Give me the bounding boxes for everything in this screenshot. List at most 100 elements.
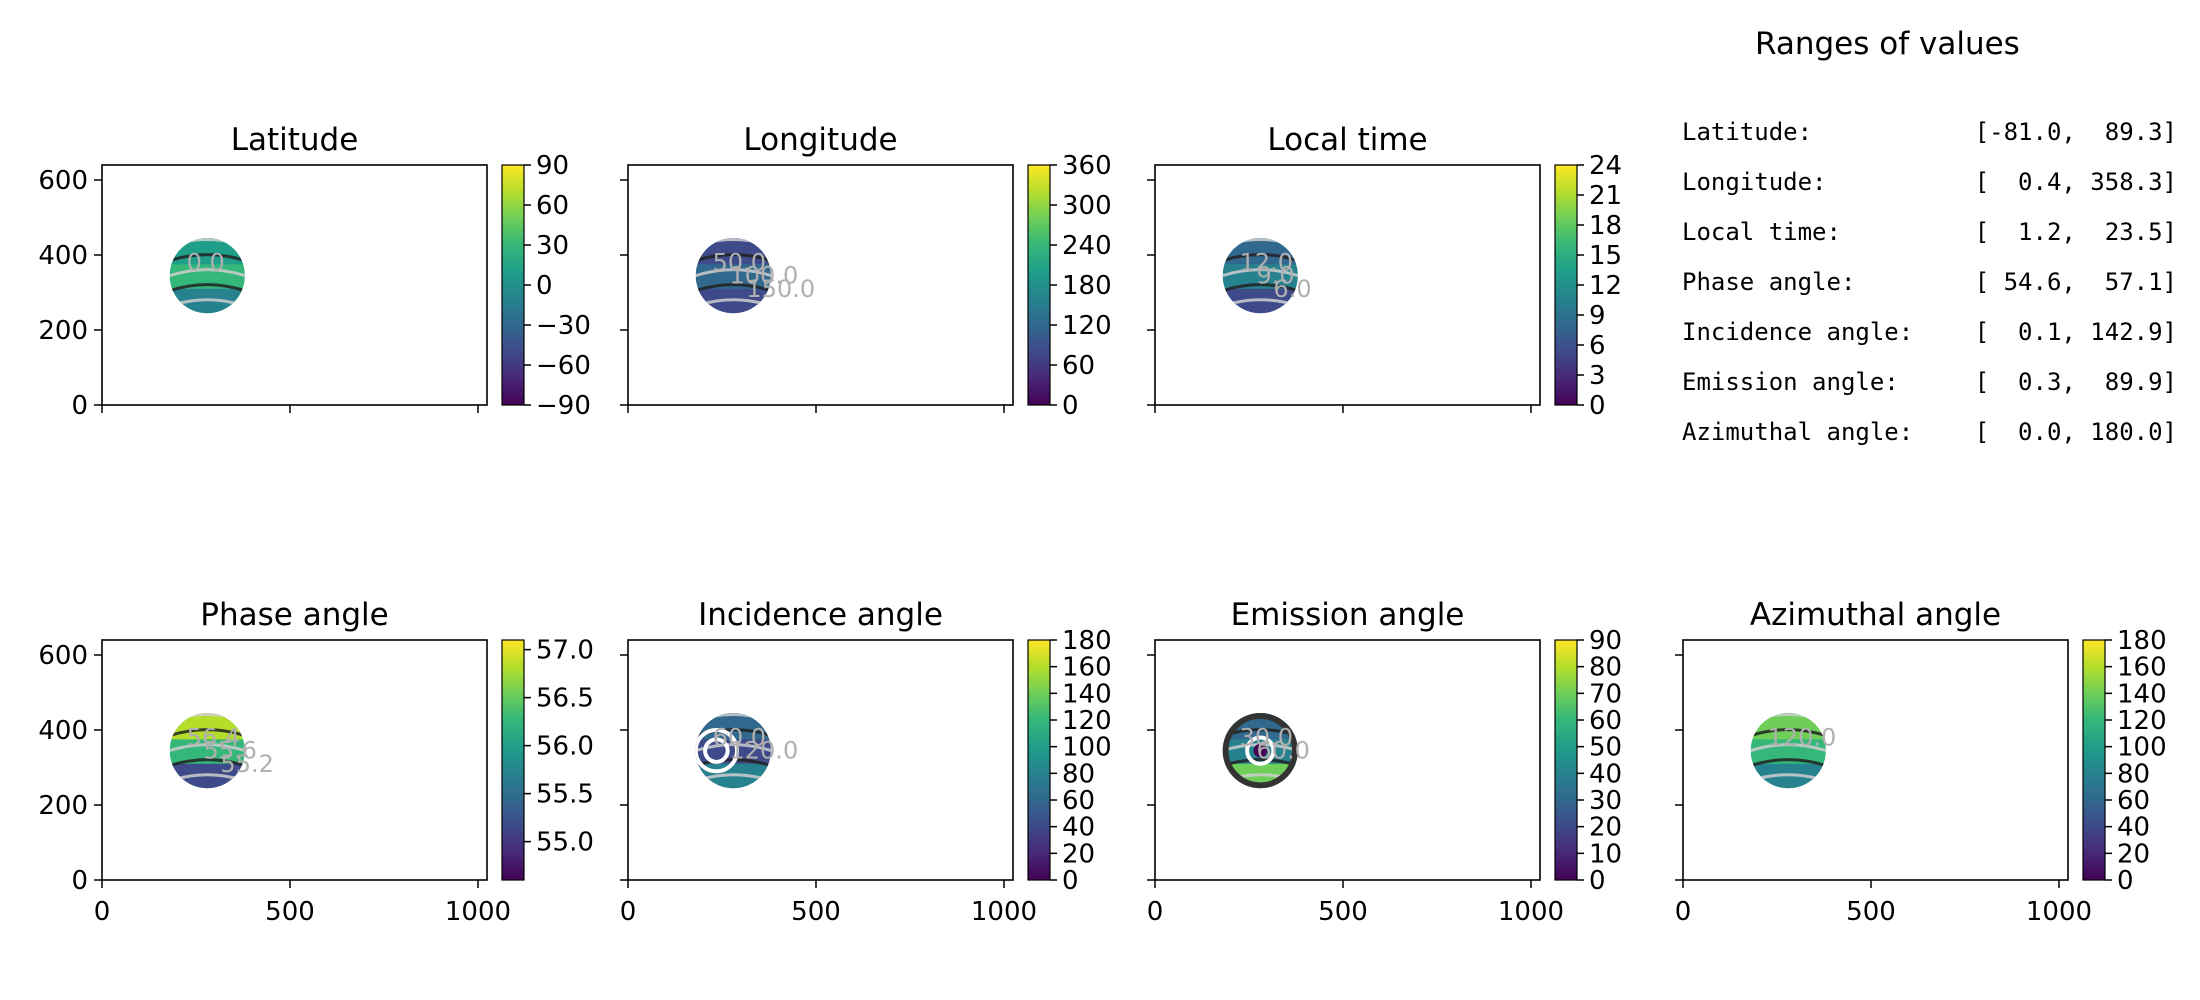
colorbar-tick-label: 180	[1062, 626, 1112, 656]
x-tick-label: 0	[620, 897, 637, 927]
x-tick-label: 500	[1318, 897, 1368, 927]
range-label: Local time:	[1682, 218, 1841, 246]
contour-label: 60.0	[1257, 737, 1310, 765]
colorbar-tick-label: 60	[1589, 706, 1622, 736]
axes-frame	[101, 639, 488, 881]
colorbar-tick-label: 3	[1589, 361, 1606, 391]
range-value: [ 54.6, 57.1]	[1974, 268, 2177, 296]
colorbar-tick-label: 100	[2117, 733, 2167, 763]
contour-label: 55.2	[220, 750, 273, 778]
colorbar-tick-label: 240	[1062, 231, 1112, 261]
colorbar-tick-label: 100	[1062, 733, 1112, 763]
range-value: [-81.0, 89.3]	[1974, 118, 2177, 146]
colorbar-tick-label: 10	[1589, 839, 1622, 869]
range-label: Azimuthal angle:	[1682, 418, 1914, 446]
colorbar-tick-label: −30	[536, 311, 591, 341]
range-label: Incidence angle:	[1682, 318, 1914, 346]
colorbar-tick-label: 40	[2117, 813, 2150, 843]
contour-label: 100.0	[730, 262, 799, 290]
colorbar-tick-label: 40	[1062, 813, 1095, 843]
colorbar-tick-label: 56.0	[536, 732, 594, 762]
colorbar-tick-label: 180	[1062, 271, 1112, 301]
y-tick-label: 200	[38, 791, 88, 821]
range-row: Longitude: [ 0.4, 358.3]	[1682, 168, 2177, 198]
x-tick-label: 1000	[971, 897, 1037, 927]
range-value: [ 1.2, 23.5]	[1974, 218, 2177, 246]
colorbar-tick-label: 90	[1589, 626, 1622, 656]
colorbar-tick-label: 55.5	[536, 780, 594, 810]
contour-label: 50.0	[713, 248, 766, 276]
colorbar-tick-label: 0	[1589, 866, 1606, 896]
x-tick-label: 1000	[1498, 897, 1564, 927]
panel-phase-angle: Phase angle 56.455.655.2 0 200 400 600 0 500 100…	[38, 597, 594, 927]
contour-label: 56.4	[187, 723, 240, 751]
range-value: [ 0.4, 358.3]	[1974, 168, 2177, 196]
contour-label: 12.0	[1240, 248, 1293, 276]
colorbar-tick-label: 120	[1062, 706, 1112, 736]
colorbar-tick-label: 24	[1589, 151, 1622, 181]
range-row: Emission angle: [ 0.3, 89.9]	[1682, 368, 2177, 398]
colorbar-tick-label: 0	[1589, 391, 1606, 421]
axes-frame	[627, 639, 1014, 881]
colorbar-tick-label: 30	[536, 231, 569, 261]
range-label: Latitude:	[1682, 118, 1813, 146]
y-tick-label: 0	[71, 866, 88, 896]
x-tick-label: 1000	[2026, 897, 2092, 927]
x-tick-label: 0	[1147, 897, 1164, 927]
axes-frame	[101, 164, 488, 406]
colorbar-tick-label: 360	[1062, 151, 1112, 181]
panel-title: Phase angle	[200, 597, 388, 633]
panel-title: Emission angle	[1231, 597, 1465, 633]
colorbar-tick-label: 70	[1589, 679, 1622, 709]
panel-title: Longitude	[743, 122, 897, 158]
colorbar-tick-label: 160	[2117, 653, 2167, 683]
range-row: Incidence angle: [ 0.1, 142.9]	[1682, 318, 2177, 348]
panel-title: Incidence angle	[698, 597, 943, 633]
y-tick-label: 400	[38, 241, 88, 271]
range-row: Phase angle: [ 54.6, 57.1]	[1682, 268, 2177, 298]
colorbar-tick-label: 40	[1589, 759, 1622, 789]
colorbar-tick-label: 90	[536, 151, 569, 181]
contour-label: 120.0	[730, 737, 799, 765]
panel-title: Latitude	[231, 122, 359, 158]
colorbar: 55.0 55.5 56.0 56.5 57.0	[501, 636, 594, 881]
range-value: [ 0.1, 142.9]	[1974, 318, 2177, 346]
colorbar-tick-label: 9	[1589, 301, 1606, 331]
x-tick-label: 0	[1675, 897, 1692, 927]
colorbar-tick-label: −60	[536, 351, 591, 381]
colorbar-tick-label: 0	[1062, 866, 1079, 896]
x-tick-label: 500	[265, 897, 315, 927]
colorbar-tick-label: 0	[1062, 391, 1079, 421]
ranges-title: Ranges of values	[1755, 26, 2020, 62]
colorbar-tick-label: 120	[1062, 311, 1112, 341]
y-tick-label: 600	[38, 166, 88, 196]
x-tick-label: 1000	[445, 897, 511, 927]
colorbar-tick-label: 20	[1062, 839, 1095, 869]
panel-title: Local time	[1267, 122, 1427, 158]
range-row: Local time: [ 1.2, 23.5]	[1682, 218, 2177, 248]
contour-label: 120.0	[1768, 723, 1837, 751]
range-label: Phase angle:	[1682, 268, 1856, 296]
colorbar-tick-label: 80	[1062, 759, 1095, 789]
colorbar-tick-label: 12	[1589, 271, 1622, 301]
colorbar-tick-label: 57.0	[536, 636, 594, 666]
contour-label: 9.0	[1257, 262, 1295, 290]
colorbar-tick-label: 60	[1062, 351, 1095, 381]
x-tick-label: 500	[1846, 897, 1896, 927]
colorbar-tick-label: 120	[2117, 706, 2167, 736]
colorbar-tick-label: 0	[2117, 866, 2134, 896]
y-tick-label: 0	[71, 391, 88, 421]
range-value: [ 0.0, 180.0]	[1974, 418, 2177, 446]
x-tick-label: 500	[791, 897, 841, 927]
y-tick-label: 200	[38, 316, 88, 346]
contour-label: 6.0	[1273, 275, 1311, 303]
colorbar-tick-label: 160	[1062, 653, 1112, 683]
colorbar-tick-label: 140	[1062, 679, 1112, 709]
